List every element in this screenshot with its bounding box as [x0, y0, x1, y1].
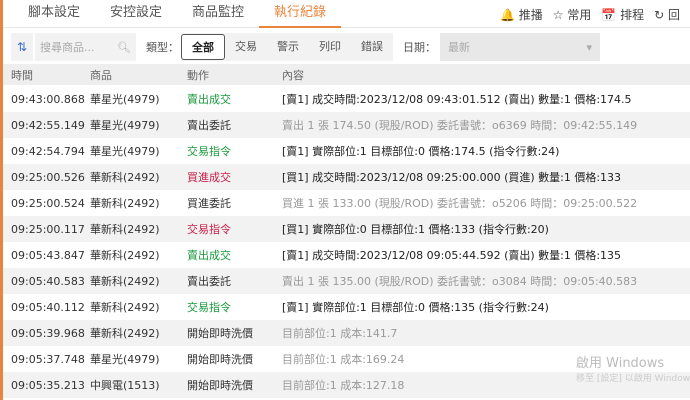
search-icon: 🔍︎ — [117, 40, 131, 54]
tab-script-settings[interactable]: 腳本設定 — [27, 4, 80, 20]
table-row[interactable]: 09:42:55.149 華星光(4979) 賣出委託 賣出 1 張 174.50 (… — [3, 112, 690, 138]
type-error[interactable]: 錯誤 — [361, 40, 383, 53]
cell-content: [賣1] 實際部位:1 目標部位:0 價格:174.5 (指令行數:24) — [282, 145, 560, 158]
date-select[interactable]: 最新 ▾ — [440, 33, 600, 61]
cell-action: 賣出委託 — [187, 119, 231, 132]
cell-action: 交易指令 — [187, 223, 231, 236]
cell-item: 華新科(2492) — [90, 223, 160, 236]
type-label: 類型： — [146, 41, 179, 54]
type-filter: 全部 交易 警示 列印 錯誤 — [181, 33, 393, 61]
cell-action: 開始即時洗價 — [187, 353, 253, 366]
table-row[interactable]: 09:05:35.213 中興電(1513) 開始即時洗價 目前部位:1 成本:127… — [3, 372, 690, 398]
favorites-button[interactable]: ☆ 常用 — [552, 8, 592, 22]
table-row[interactable]: 09:05:39.968 華新科(2492) 開始即時洗價 目前部位:1 成本:141… — [3, 320, 690, 346]
col-time[interactable]: 時間 — [11, 68, 33, 82]
windows-watermark-sub: 移至 [設定] 以啟用 Windows — [576, 374, 690, 384]
backtest-button[interactable]: ↻ 回 — [654, 8, 680, 22]
cell-time: 09:05:35.213 — [11, 378, 85, 392]
cell-time: 09:25:00.524 — [11, 196, 85, 210]
cell-time: 09:05:40.583 — [11, 274, 85, 288]
table-row[interactable]: 09:43:00.868 華星光(4979) 賣出成交 [賣1] 成交時間:2023/… — [3, 86, 690, 112]
cell-item: 華星光(4979) — [90, 145, 160, 158]
search-placeholder: 搜尋商品... — [40, 41, 95, 54]
table-row[interactable]: 09:42:54.794 華星光(4979) 交易指令 [賣1] 實際部位:1 目標部… — [3, 138, 690, 164]
type-all[interactable]: 全部 — [181, 34, 225, 60]
cell-content: [賣1] 成交時間:2023/12/08 09:05:44.592 (賣出) 數… — [282, 249, 622, 262]
cell-item: 華星光(4979) — [90, 353, 160, 366]
cell-action: 買進成交 — [187, 171, 231, 184]
cell-content: 買進 1 張 133.00 (現股/ROD) 委託書號：o5206 時間：09:… — [282, 197, 638, 210]
table-row[interactable]: 09:25:00.117 華新科(2492) 交易指令 [買1] 實際部位:0 目標部… — [3, 216, 690, 242]
cell-item: 華星光(4979) — [90, 93, 160, 106]
cell-action: 開始即時洗價 — [187, 379, 253, 392]
col-item[interactable]: 商品 — [90, 68, 112, 82]
type-alert[interactable]: 警示 — [277, 40, 299, 53]
table-row[interactable]: 09:05:40.112 華新科(2492) 交易指令 [賣1] 實際部位:1 目標部… — [3, 294, 690, 320]
type-print[interactable]: 列印 — [319, 40, 341, 53]
cell-action: 交易指令 — [187, 301, 231, 314]
table-row[interactable]: 09:05:37.748 華星光(4979) 開始即時洗價 目前部位:1 成本:169… — [3, 346, 690, 372]
cell-time: 09:43:00.868 — [11, 92, 85, 106]
cell-content: 賣出 1 張 174.50 (現股/ROD) 委託書號：o6369 時間：09:… — [282, 119, 638, 132]
col-content[interactable]: 內容 — [282, 68, 304, 82]
tab-execution-log[interactable]: 執行紀錄 — [259, 0, 341, 28]
table-row[interactable]: 09:25:00.524 華新科(2492) 買進委託 買進 1 張 133.00 (… — [3, 190, 690, 216]
cell-time: 09:25:00.526 — [11, 170, 85, 184]
cell-time: 09:05:37.748 — [11, 352, 85, 366]
cell-time: 09:05:43.847 — [11, 248, 85, 262]
chevron-down-icon: ▾ — [586, 40, 592, 54]
push-button[interactable]: 🔔 推播 — [500, 8, 543, 22]
window-left-border — [0, 0, 3, 400]
date-label: 日期： — [403, 41, 436, 54]
cell-content: 目前部位:1 成本:169.24 — [282, 353, 405, 366]
cell-action: 賣出成交 — [187, 249, 231, 262]
filter-toolbar: ⇅ 搜尋商品... 🔍︎ 類型： 全部 交易 警示 列印 錯誤 日期： 最新 ▾ — [3, 32, 690, 62]
cell-content: 目前部位:1 成本:127.18 — [282, 379, 405, 392]
cell-item: 華新科(2492) — [90, 275, 160, 288]
cell-action: 開始即時洗價 — [187, 327, 253, 340]
table-row[interactable]: 09:25:00.526 華新科(2492) 買進成交 [買1] 成交時間:2023/… — [3, 164, 690, 190]
cell-item: 華新科(2492) — [90, 327, 160, 340]
cell-content: [買1] 成交時間:2023/12/08 09:25:00.000 (買進) 數… — [282, 171, 622, 184]
cell-action: 賣出成交 — [187, 93, 231, 106]
cell-item: 華星光(4979) — [90, 119, 160, 132]
sort-toggle-icon[interactable]: ⇅ — [11, 33, 33, 61]
table-header: 時間 商品 動作 內容 — [3, 64, 690, 85]
cell-item: 華新科(2492) — [90, 301, 160, 314]
cell-time: 09:42:55.149 — [11, 118, 85, 132]
cell-action: 交易指令 — [187, 145, 231, 158]
header-tools: 🔔 推播 ☆ 常用 📅 排程 ↻ 回 — [500, 6, 680, 23]
cell-item: 華新科(2492) — [90, 197, 160, 210]
cell-action: 賣出委託 — [187, 275, 231, 288]
cell-content: [賣1] 實際部位:1 目標部位:0 價格:135 (指令行數:24) — [282, 301, 549, 314]
cell-item: 中興電(1513) — [90, 379, 160, 392]
search-input[interactable]: 搜尋商品... 🔍︎ — [35, 33, 136, 61]
cell-item: 華新科(2492) — [90, 249, 160, 262]
cell-time: 09:42:54.794 — [11, 144, 85, 158]
cell-content: 目前部位:1 成本:141.7 — [282, 327, 398, 340]
cell-time: 09:25:00.117 — [11, 222, 85, 236]
cell-content: [賣1] 成交時間:2023/12/08 09:43:01.512 (賣出) 數… — [282, 93, 632, 106]
schedule-button[interactable]: 📅 排程 — [601, 8, 645, 22]
cell-action: 買進委託 — [187, 197, 231, 210]
type-trade[interactable]: 交易 — [235, 40, 257, 53]
tab-safety-settings[interactable]: 安控設定 — [109, 4, 162, 20]
windows-watermark: 啟用 Windows — [576, 356, 665, 371]
table-row[interactable]: 09:05:40.583 華新科(2492) 賣出委託 賣出 1 張 135.00 (… — [3, 268, 690, 294]
cell-item: 華新科(2492) — [90, 171, 160, 184]
col-action[interactable]: 動作 — [187, 68, 209, 82]
tab-product-monitor[interactable]: 商品監控 — [191, 4, 244, 20]
cell-time: 09:05:39.968 — [11, 326, 85, 340]
main-tabs: 腳本設定 安控設定 商品監控 執行紀錄 — [3, 0, 690, 28]
cell-content: [買1] 實際部位:0 目標部位:1 價格:133 (指令行數:20) — [282, 223, 549, 236]
date-value: 最新 — [448, 41, 470, 54]
cell-time: 09:05:40.112 — [11, 300, 85, 314]
table-row[interactable]: 09:05:43.847 華新科(2492) 賣出成交 [賣1] 成交時間:2023/… — [3, 242, 690, 268]
cell-content: 賣出 1 張 135.00 (現股/ROD) 委託書號：o3084 時間：09:… — [282, 275, 638, 288]
